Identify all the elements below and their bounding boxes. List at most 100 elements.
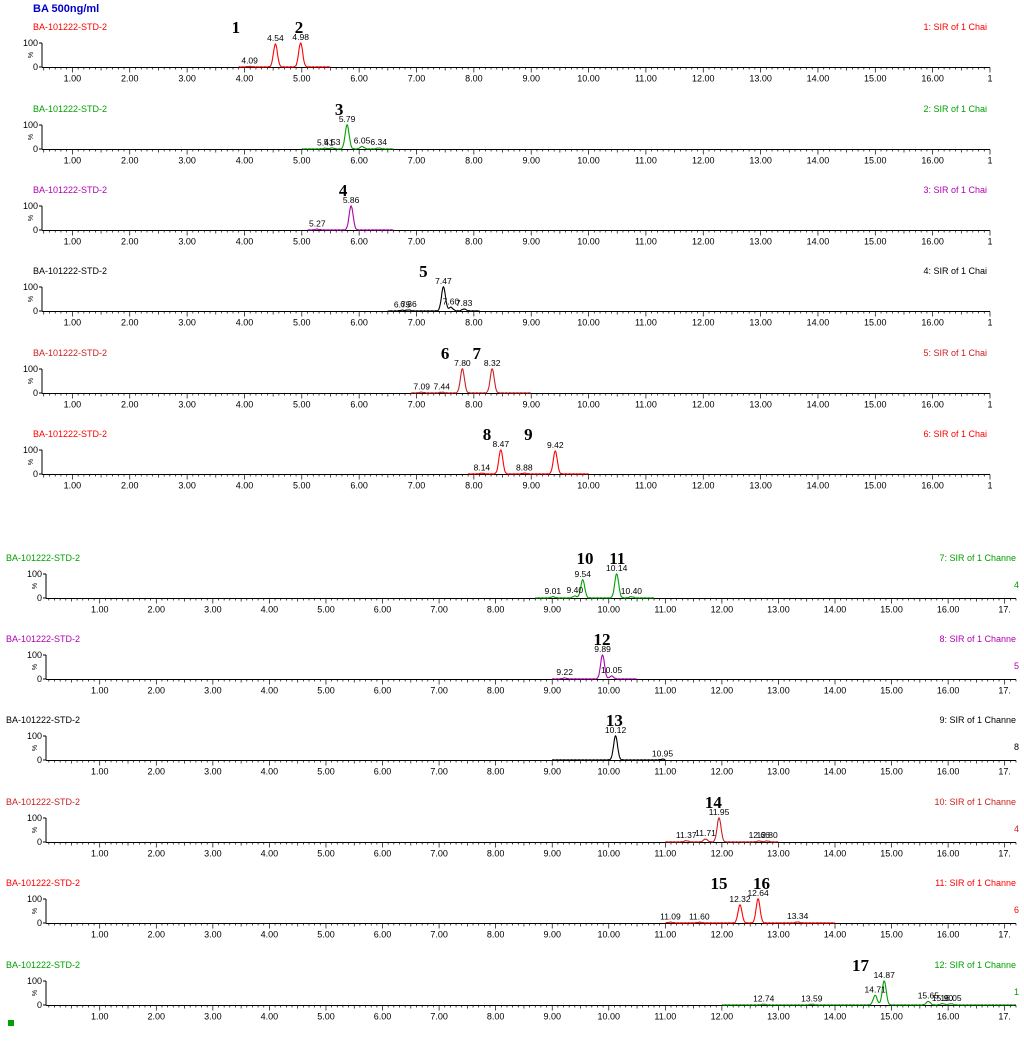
trace-line [552,735,666,761]
sample-name: BA-101222-STD-2 [6,960,80,970]
x-tick-label: 5.00 [317,767,335,777]
x-tick-label: 9.00 [543,686,561,696]
x-tick-label: 9.00 [543,930,561,940]
x-tick-label: 15.00 [880,849,903,859]
x-tick-label: 5.00 [317,849,335,859]
compound-number: 2 [295,18,304,37]
trace-label: 1: SIR of 1 Chai [923,22,987,32]
peak-label: 11.60 [689,911,710,921]
x-tick-label: 10.00 [598,1012,621,1022]
x-tick-label: 11.00 [654,930,676,940]
x-tick-label: 13.00 [767,1012,790,1022]
x-tick-label: 7.00 [430,1012,448,1022]
x-tick-label: 13.00 [749,481,772,491]
x-tick-label: 8.00 [465,156,483,166]
compound-number: 6 [441,344,450,363]
peak-label: 16.05 [940,993,962,1003]
x-tick-label: 8.00 [487,849,505,859]
peak-label: 4.98 [292,32,309,42]
x-tick-label: 5.00 [293,318,311,328]
y-tick-label: 0 [37,593,42,603]
x-tick-label: 8.00 [465,400,483,410]
y-unit-label: % [32,583,39,589]
x-tick-label: 1.00 [64,400,82,410]
trace-label: 7: SIR of 1 Channe [939,553,1016,563]
peak-label: 4.09 [241,56,258,66]
x-tick-label: 13.00 [767,605,790,615]
x-tick-label: 12.00 [692,400,715,410]
x-tick-label: 16.00 [921,318,944,328]
x-tick-label: 16.00 [937,686,960,696]
compound-number: 16 [753,874,770,893]
peak-label: 9.54 [574,569,591,579]
x-tick-label: 7.00 [430,930,448,940]
x-tick-label: 14.00 [807,400,830,410]
x-tick-label: 3.00 [178,237,196,247]
x-tick-label: 6.00 [374,849,392,859]
x-tick-label: 7.00 [408,400,426,410]
x-tick-label: 3.00 [204,849,222,859]
x-tick-label: 14.00 [824,930,847,940]
x-tick-label: 6.00 [350,237,368,247]
y-tick-label: 0 [33,62,38,72]
x-tick-label: 4.00 [261,686,279,696]
x-tick-label: 4.00 [261,849,279,859]
x-tick-label: 1.00 [91,1012,109,1022]
y-unit-label: % [28,215,35,221]
x-tick-label: 9.00 [522,481,540,491]
x-tick-label: 10.00 [577,400,600,410]
peak-label: 15.65 [918,990,940,1000]
x-tick-label: 16.00 [921,156,944,166]
compound-number: 15 [711,874,728,893]
x-tick-label: 8.00 [487,930,505,940]
x-tick-label: 10.00 [577,156,600,166]
chromatogram-panel-1 [39,42,991,73]
x-tick-label: 9.00 [543,1012,561,1022]
peak-label: 7.09 [413,381,430,391]
x-tick-label: 11.00 [654,1012,676,1022]
trace-line [307,205,394,231]
x-tick-label: 12.00 [692,237,715,247]
x-tick-label: 4.00 [261,767,279,777]
compound-number: 13 [606,711,623,730]
x-tick-label: 9.00 [522,237,540,247]
compound-number: 14 [705,793,723,812]
x-tick-label: 15.00 [880,1012,903,1022]
x-tick-label: 3.00 [204,767,222,777]
sample-name: BA-101222-STD-2 [6,878,80,888]
chromatogram-panel-7 [43,573,1017,604]
trace-line [665,817,779,843]
compound-number: 10 [577,549,594,568]
sample-name: BA-101222-STD-2 [6,634,80,644]
sample-name: BA-101222-STD-2 [6,553,80,563]
x-tick-label: 1.00 [91,930,109,940]
y-tick-label: 0 [33,144,38,154]
x-tick-label: 13.00 [749,237,772,247]
x-tick-label: 2.00 [121,74,139,84]
x-tick-label: 11.00 [654,767,676,777]
x-tick-label: 2.00 [121,400,139,410]
x-tick-label: 16.00 [937,605,960,615]
x-tick-label: 7.00 [430,767,448,777]
trace-line [410,368,532,394]
x-tick-label: 10.00 [598,930,621,940]
x-tick-label: 16.00 [921,481,944,491]
x-tick-label: 2.00 [121,237,139,247]
x-tick-label: 15.00 [864,318,887,328]
peak-label: 6.05 [354,136,371,146]
x-tick-label: 14.00 [824,605,847,615]
trace-label: 8: SIR of 1 Channe [939,634,1016,644]
x-tick-label: 12.00 [711,605,734,615]
peak-label: 5.27 [309,218,326,228]
x-tick-label: 13.00 [749,400,772,410]
trace-label: 12: SIR of 1 Channe [934,960,1016,970]
peak-label: 6.86 [400,299,417,309]
x-tick-label: 12.00 [692,74,715,84]
trace-label: 10: SIR of 1 Channe [934,797,1016,807]
peak-label: 12.80 [756,830,778,840]
x-tick-label: 6.00 [350,74,368,84]
x-tick-label: 11.00 [654,686,676,696]
x-tick-label: 13.00 [749,156,772,166]
peak-label: 8.32 [484,358,501,368]
y-tick-label: 100 [23,364,38,374]
